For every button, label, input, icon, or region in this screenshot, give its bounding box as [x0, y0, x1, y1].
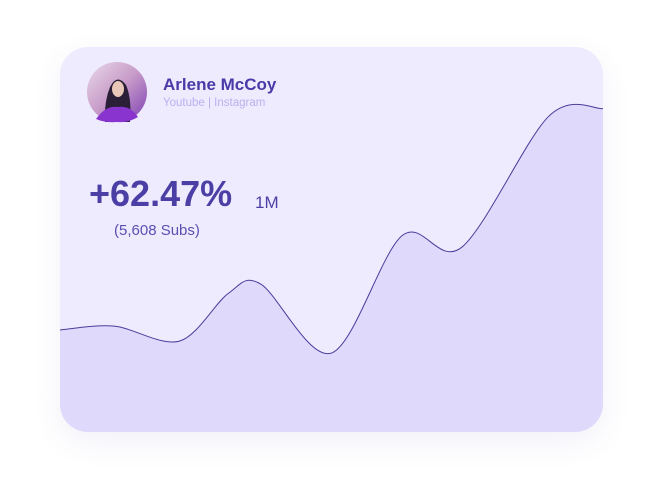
reach: 1M — [255, 193, 279, 212]
avatar-face — [112, 81, 124, 97]
chart-layer — [60, 103, 603, 432]
profile-name: Arlene McCoy — [163, 75, 277, 94]
subscribers: (5,608 Subs) — [114, 222, 200, 239]
area-fill — [60, 104, 603, 432]
avatar — [87, 62, 147, 123]
change-percent: +62.47% — [89, 173, 233, 214]
area-line — [60, 103, 603, 354]
profile-platforms: Youtube | Instagram — [163, 97, 266, 109]
avatar-body — [96, 106, 138, 123]
chart — [60, 62, 603, 432]
stats-card: Arlene McCoy Youtube | Instagram +62.47%… — [60, 47, 603, 432]
